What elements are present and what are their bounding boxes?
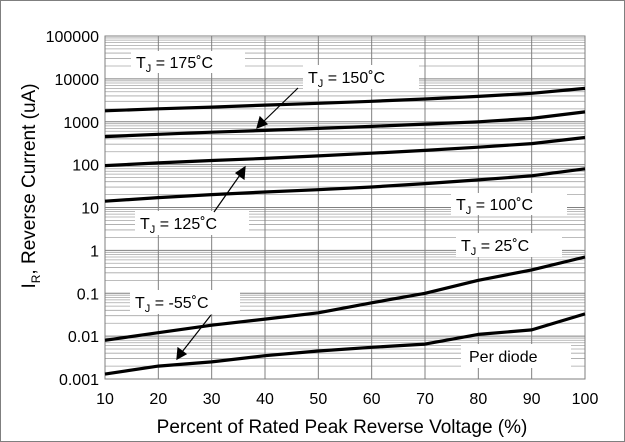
svg-text:TJ = 150˚C: TJ = 150˚C [308, 70, 385, 90]
y-tick-label: 1 [90, 243, 99, 260]
label-150-sub: J [318, 78, 324, 90]
y-tick-label: 100000 [46, 29, 99, 46]
label-175-prefix: T [136, 55, 146, 72]
label-175-temp: = 175˚C [151, 55, 213, 72]
series-line-0 [104, 86, 586, 113]
x-tick-label: 20 [149, 391, 167, 408]
arrow-neg55 [181, 314, 212, 353]
x-tick-label: 10 [96, 391, 114, 408]
series-group [104, 86, 586, 376]
svg-text:TJ = 100˚C: TJ = 100˚C [456, 197, 533, 217]
arrow-150-head [256, 115, 269, 130]
label-150-temp: = 150˚C [323, 70, 385, 87]
y-axis-title-rest: , Reverse Current (uA) [19, 83, 40, 274]
label-neg55-temp: = -55˚C [150, 295, 208, 312]
arrow-125-head [234, 165, 246, 181]
label-125: TJ = 125˚C [135, 211, 249, 236]
annotation-per-diode-text: Per diode [469, 349, 538, 366]
label-neg55-sub: J [145, 303, 151, 315]
arrow-150 [262, 87, 299, 123]
tick-labels: 0.001 0.01 0.1 1 10 100 1000 10000 100000 10 20 30 4… [46, 29, 599, 408]
y-tick-label: 10000 [55, 72, 100, 89]
x-tick-label: 100 [572, 391, 599, 408]
y-tick-label: 10 [81, 201, 99, 218]
y-tick-label: 0.01 [68, 329, 99, 346]
arrow-125 [213, 174, 241, 213]
y-tick-label: 100 [72, 158, 99, 175]
x-tick-label: 90 [523, 391, 541, 408]
label-25-temp: = 25˚C [476, 238, 529, 255]
label-175-sub: J [146, 63, 152, 75]
y-axis-title-sub: R [29, 274, 43, 283]
label-100: TJ = 100˚C [451, 193, 567, 217]
svg-text:TJ = -55˚C: TJ = -55˚C [135, 295, 209, 315]
label-150: TJ = 150˚C [303, 65, 419, 90]
arrow-neg55-head [176, 346, 188, 361]
label-150-prefix: T [308, 70, 318, 87]
svg-text:TJ = 125˚C: TJ = 125˚C [140, 216, 217, 236]
y-axis-title-main: I [19, 283, 40, 288]
label-arrows [176, 87, 299, 361]
label-100-temp: = 100˚C [471, 197, 533, 214]
svg-text:TJ = 25˚C: TJ = 25˚C [461, 238, 529, 258]
plot-area [104, 35, 586, 380]
label-25-sub: J [471, 246, 477, 258]
annotation-per-diode: Per diode [461, 344, 571, 368]
series-line-5 [104, 312, 586, 376]
series-line-2 [104, 135, 586, 168]
label-125-prefix: T [140, 216, 150, 233]
x-tick-label: 40 [256, 391, 274, 408]
svg-text:TJ = 175˚C: TJ = 175˚C [136, 55, 213, 75]
label-175: TJ = 175˚C [131, 51, 245, 75]
label-25-prefix: T [461, 238, 471, 255]
label-100-sub: J [466, 205, 472, 217]
label-125-sub: J [150, 224, 156, 236]
y-tick-label: 0.1 [77, 286, 99, 303]
y-axis-title: IR, Reverse Current (uA) [19, 83, 43, 288]
label-25: TJ = 25˚C [456, 233, 562, 258]
x-tick-label: 50 [309, 391, 327, 408]
series-line-4 [104, 255, 586, 342]
label-neg55-prefix: T [135, 295, 145, 312]
x-tick-label: 80 [469, 391, 487, 408]
label-125-temp: = 125˚C [155, 216, 217, 233]
label-neg55: TJ = -55˚C [130, 290, 240, 315]
series-line-1 [104, 110, 586, 139]
x-axis-title: Percent of Rated Peak Reverse Voltage (%… [157, 417, 528, 438]
x-tick-label: 60 [363, 391, 381, 408]
y-tick-label: 1000 [63, 115, 99, 132]
x-tick-label: 30 [203, 391, 221, 408]
label-100-prefix: T [456, 197, 466, 214]
x-tick-label: 70 [416, 391, 434, 408]
series-line-3 [104, 167, 586, 203]
y-tick-label: 0.001 [59, 372, 99, 389]
